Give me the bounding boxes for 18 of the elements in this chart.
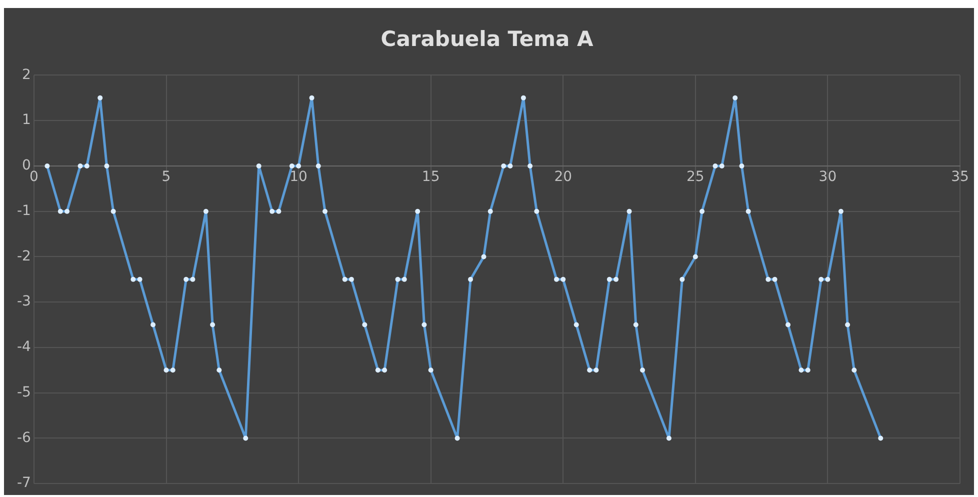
x-tick-label: 5 xyxy=(162,168,171,185)
y-tick-label: -5 xyxy=(16,384,31,400)
x-tick-label: 25 xyxy=(686,168,704,185)
y-tick-label: -6 xyxy=(16,430,32,446)
y-tick-label: -3 xyxy=(16,294,31,310)
y-tick-label: -4 xyxy=(16,339,32,356)
y-tick-label: -7 xyxy=(16,475,31,492)
x-tick-label: 15 xyxy=(422,168,440,185)
chart-title: Carabuela Tema A xyxy=(380,27,594,52)
x-tick-label: 35 xyxy=(951,168,969,185)
x-tick-label: 20 xyxy=(554,168,572,185)
y-tick-label: 2 xyxy=(22,66,31,83)
x-tick-label: 10 xyxy=(290,168,308,185)
y-tick-label: -2 xyxy=(16,248,31,264)
y-tick-label: -1 xyxy=(16,202,31,219)
y-tick-label: 1 xyxy=(22,112,31,128)
y-tick-label: 0 xyxy=(22,158,31,174)
x-tick-label: 30 xyxy=(818,168,837,185)
